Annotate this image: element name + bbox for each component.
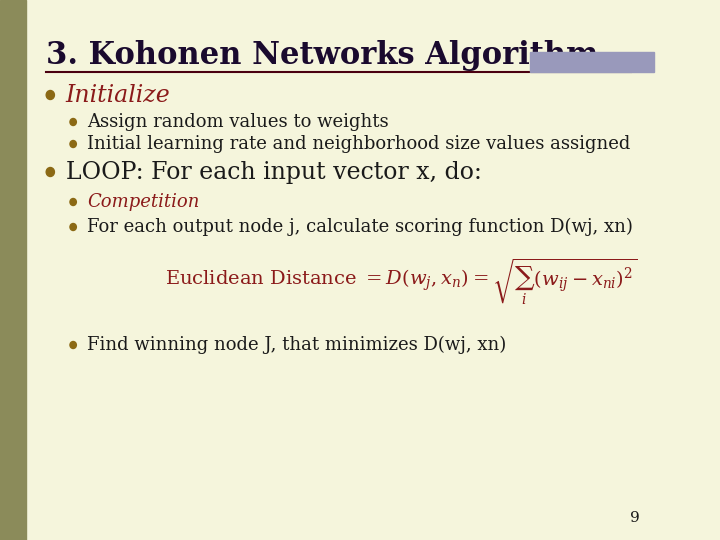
Text: Initialize: Initialize bbox=[66, 84, 171, 106]
Text: LOOP: For each input vector x, do:: LOOP: For each input vector x, do: bbox=[66, 160, 482, 184]
Circle shape bbox=[46, 167, 55, 177]
Text: For each output node j, calculate scoring function D(wj, xn): For each output node j, calculate scorin… bbox=[87, 218, 633, 236]
Text: Find winning node J, that minimizes D(wj, xn): Find winning node J, that minimizes D(wj… bbox=[87, 336, 506, 354]
Circle shape bbox=[70, 341, 76, 348]
Bar bbox=[531, 52, 654, 72]
Text: 3. Kohonen Networks Algorithm: 3. Kohonen Networks Algorithm bbox=[46, 40, 598, 71]
Circle shape bbox=[70, 140, 76, 147]
Text: Initial learning rate and neighborhood size values assigned: Initial learning rate and neighborhood s… bbox=[87, 135, 630, 153]
Text: Competition: Competition bbox=[87, 193, 199, 211]
Circle shape bbox=[70, 199, 76, 206]
Circle shape bbox=[70, 118, 76, 125]
Circle shape bbox=[70, 224, 76, 231]
Text: Assign random values to weights: Assign random values to weights bbox=[87, 113, 389, 131]
Text: Euclidean Distance $= D(w_j, x_n) = \sqrt{\sum_{i}(w_{ij} - x_{ni})^2}$: Euclidean Distance $= D(w_j, x_n) = \sqr… bbox=[165, 256, 636, 308]
Bar bbox=[0, 0, 26, 540]
Text: 9: 9 bbox=[631, 511, 640, 525]
Circle shape bbox=[46, 91, 55, 99]
